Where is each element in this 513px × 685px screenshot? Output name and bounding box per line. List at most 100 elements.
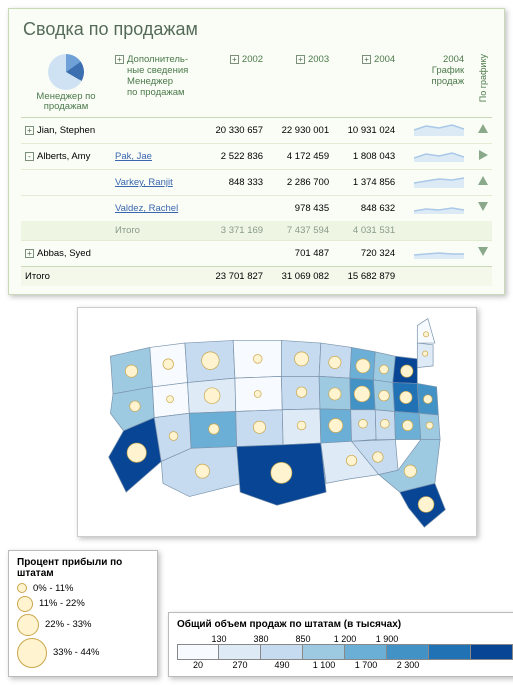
state-bubble xyxy=(163,359,174,370)
state-bubble xyxy=(402,420,413,431)
sub-manager-cell[interactable]: Pak, Jae xyxy=(111,143,201,169)
year-2002-header[interactable]: +2002 xyxy=(201,50,267,117)
sparkline-cell xyxy=(399,195,468,221)
ramp-swatch xyxy=(261,644,303,660)
by-chart-header: По графику xyxy=(468,50,492,117)
ramp-bot-label: 20 xyxy=(177,660,219,670)
grand-total-row: Итого 23 701 827 31 069 082 15 682 879 xyxy=(21,266,492,286)
state-bubble xyxy=(253,354,262,363)
sales-table: Менеджер по продажам +Дополнитель- ные с… xyxy=(21,50,492,286)
ramp-top-label: 130 xyxy=(198,634,240,644)
bubble-icon xyxy=(17,638,47,668)
sales-summary-panel: Сводка по продажам Менеджер по продажам … xyxy=(8,8,505,295)
state-bubble xyxy=(195,464,209,478)
year-2003-header[interactable]: +2003 xyxy=(267,50,333,117)
expand-icon[interactable]: + xyxy=(230,55,239,64)
bubble-icon xyxy=(17,614,39,636)
state-bubble xyxy=(418,496,434,512)
expand-icon[interactable]: + xyxy=(25,126,34,135)
pie-header-cell: Менеджер по продажам xyxy=(21,50,111,117)
profit-legend-row: 22% - 33% xyxy=(17,614,149,636)
state-bubble xyxy=(270,462,291,483)
table-row: -Alberts, AmyPak, Jae2 522 8364 172 4591… xyxy=(21,143,492,169)
state-bubble xyxy=(423,332,428,337)
state-bubble xyxy=(399,391,411,403)
state-bubble xyxy=(253,421,265,433)
ramp-bot-label: 490 xyxy=(261,660,303,670)
sales-legend: Общий объем продаж по штатам (в тысячах)… xyxy=(168,612,513,677)
state-bubble xyxy=(379,365,388,374)
state-bubble xyxy=(125,365,137,377)
value-cell: 978 435 xyxy=(267,195,333,221)
value-cell: 10 931 024 xyxy=(333,117,399,143)
state-bubble xyxy=(380,419,389,428)
ramp-bot-label: 270 xyxy=(219,660,261,670)
state-bubble xyxy=(254,390,261,397)
ramp-bot-label: 1 100 xyxy=(303,660,345,670)
ramp-swatch xyxy=(387,644,429,660)
state-bubble xyxy=(294,352,308,366)
ramp-top-label: 1 900 xyxy=(366,634,408,644)
bubble-icon xyxy=(17,596,33,612)
table-row: +Jian, Stephen20 330 65722 930 00110 931… xyxy=(21,117,492,143)
profit-legend-label: 11% - 22% xyxy=(39,598,85,609)
manager-cell[interactable]: +Abbas, Syed xyxy=(21,240,111,266)
grand-2004: 15 682 879 xyxy=(333,266,399,286)
expand-icon[interactable]: + xyxy=(296,55,305,64)
manager-cell[interactable]: -Alberts, Amy xyxy=(21,143,111,169)
grand-total-label: Итого xyxy=(21,266,111,286)
state-bubble xyxy=(169,432,178,441)
expand-icon[interactable]: + xyxy=(115,55,124,64)
state-bubble xyxy=(422,351,427,356)
trend-down-icon xyxy=(478,247,488,256)
trend-up-icon xyxy=(478,176,488,185)
table-row: Valdez, Rachel 978 435848 632 xyxy=(21,195,492,221)
manager-cell[interactable]: +Jian, Stephen xyxy=(21,117,111,143)
state-bubble xyxy=(354,386,370,402)
year-2004-header[interactable]: +2004 xyxy=(333,50,399,117)
sub-manager-cell[interactable]: Varkey, Ranjit xyxy=(111,169,201,195)
state-bubble xyxy=(201,352,219,370)
details-header[interactable]: +Дополнитель- ные сведения Менеджер по п… xyxy=(111,50,201,117)
expand-icon[interactable]: - xyxy=(25,152,34,161)
value-cell: 848 333 xyxy=(201,169,267,195)
state-bubble xyxy=(423,395,432,404)
sparkline-cell xyxy=(399,117,468,143)
state-bubble xyxy=(328,418,342,432)
map-container xyxy=(48,307,505,540)
legends-row: Процент прибыли по штатам 0% - 11%11% - … xyxy=(8,550,505,677)
expand-icon[interactable]: + xyxy=(362,55,371,64)
state-bubble xyxy=(372,452,383,463)
sub-manager-cell[interactable]: Valdez, Rachel xyxy=(111,195,201,221)
ramp-bot-label: 2 300 xyxy=(387,660,429,670)
value-cell: 1 374 856 xyxy=(333,169,399,195)
state-bubble xyxy=(426,422,433,429)
sparkline-cell xyxy=(399,240,468,266)
sparkline-cell xyxy=(399,169,468,195)
ramp-swatch xyxy=(429,644,471,660)
value-cell: 7 437 594 xyxy=(267,221,333,241)
state-bubble xyxy=(208,424,219,435)
profit-legend-title: Процент прибыли по штатам xyxy=(17,557,149,579)
value-cell: 2 522 836 xyxy=(201,143,267,169)
profit-legend-row: 11% - 22% xyxy=(17,596,149,612)
state-shape[interactable] xyxy=(417,318,435,343)
state-bubble xyxy=(378,390,389,401)
ramp-top-label: 1 200 xyxy=(324,634,366,644)
state-bubble xyxy=(166,396,173,403)
ramp-top-label: 850 xyxy=(282,634,324,644)
trend-up-icon xyxy=(478,124,488,133)
trend-cell xyxy=(468,195,492,221)
expand-icon[interactable]: + xyxy=(25,249,34,258)
trend-cell xyxy=(468,169,492,195)
value-cell: 848 632 xyxy=(333,195,399,221)
state-bubble xyxy=(355,359,369,373)
state-bubble xyxy=(297,421,306,430)
ramp-swatch xyxy=(471,644,513,660)
value-cell: 720 324 xyxy=(333,240,399,266)
trend-cell xyxy=(468,117,492,143)
value-cell: 1 808 043 xyxy=(333,143,399,169)
profit-legend-label: 22% - 33% xyxy=(45,619,91,630)
ramp-top-label: 380 xyxy=(240,634,282,644)
trend-cell xyxy=(468,143,492,169)
